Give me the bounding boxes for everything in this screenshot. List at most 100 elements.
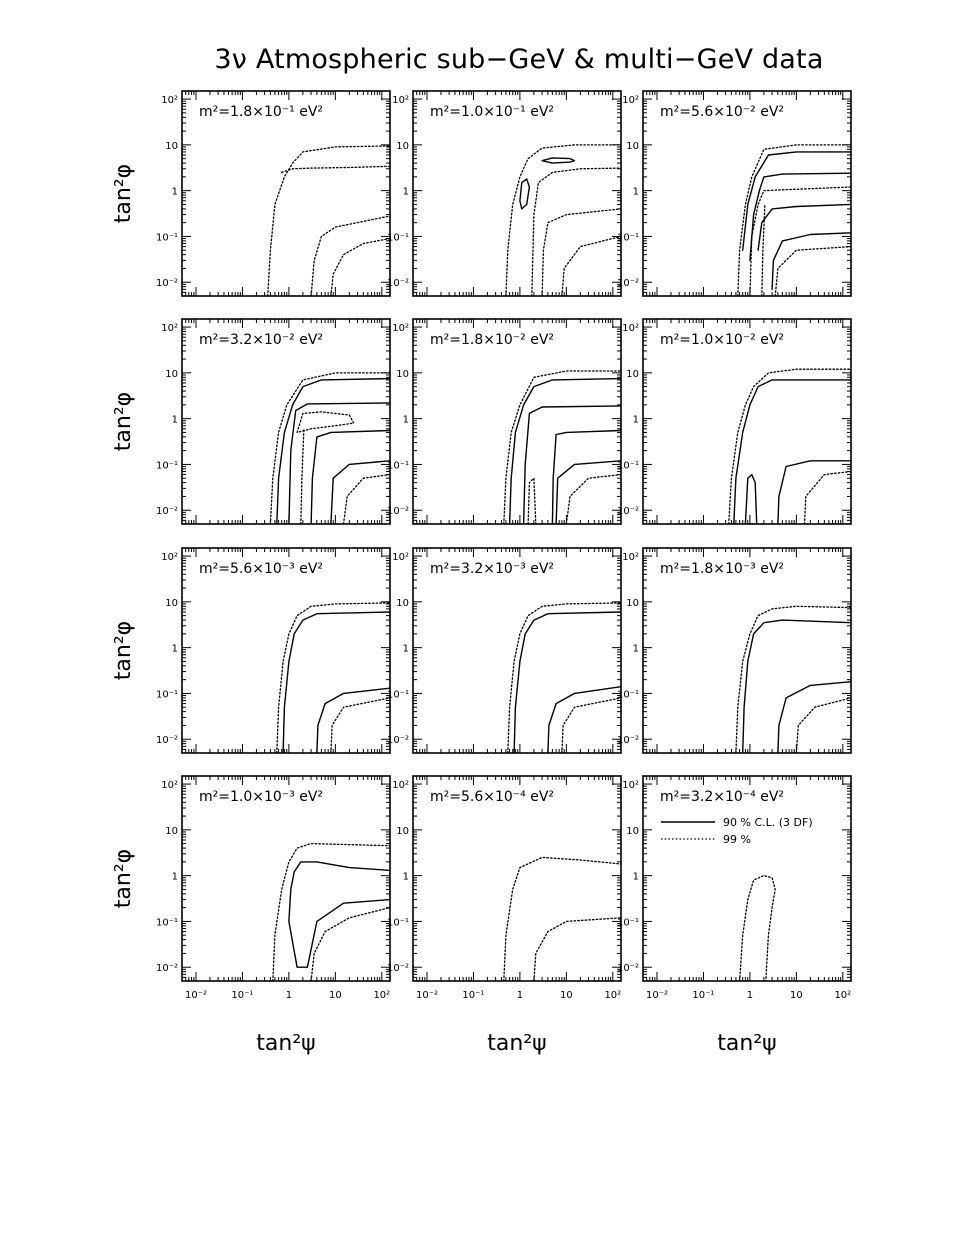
contour-90cl [508,377,621,524]
x-tick-label: 1 [517,990,523,1001]
x-tick-label: 10² [834,990,851,1001]
y-axis-title: tan²φ [111,849,136,908]
y-tick-label: 10⁻¹ [387,232,409,243]
contour-99cl [803,470,851,524]
x-tick-label: 10 [329,990,342,1001]
contour-99cl [503,856,621,981]
y-tick-label: 10⁻² [387,506,409,517]
x-tick-label: 10⁻¹ [231,990,253,1001]
y-tick-label: 10⁻¹ [156,460,178,471]
contour-90cl [733,379,851,524]
y-tick-label: 1 [172,415,178,426]
contour-99cl [310,215,390,296]
panel-mass-label: m²=1.8×10⁻² eV² [430,332,554,348]
y-tick-label: 1 [172,187,178,198]
contour-99cl [330,697,390,753]
panel: 10² 10 1 10⁻¹ 10⁻² m²=5.6×10⁻² eV² [617,90,852,297]
y-tick-label: 10 [396,141,409,152]
contour-99cl [565,473,621,524]
contours [267,145,390,296]
panel-frame [642,775,852,982]
contours [276,602,390,753]
panel-frame [412,318,622,525]
y-tick-label: 10² [392,95,409,106]
contours [505,144,621,296]
y-tick-label: 10⁻¹ [387,689,409,700]
contour-99cl [561,235,621,296]
tick-marks [642,91,851,297]
tick-marks [181,548,390,754]
y-tick-label: 10² [392,323,409,334]
panel-mass-label: m²=5.6×10⁻⁴ eV² [430,789,554,805]
legend: 90 % C.L. (3 DF) 99 % [661,816,813,846]
panel: 10² 10 1 10⁻¹ 10⁻² m²=3.2×10⁻² eV² [156,318,391,525]
contour-99cl [330,237,390,296]
legend-entry-label: 90 % C.L. (3 DF) [723,816,813,829]
y-tick-label: 10⁻¹ [617,460,639,471]
panel: 10² 10 1 10⁻¹ 10⁻² m²=1.8×10⁻² eV² [387,318,622,525]
panel-mass-label: m²=1.0×10⁻³ eV² [199,789,323,805]
panel-frame [181,547,391,754]
tick-marks [412,91,621,297]
contour-99cl [503,370,621,524]
contour-90cl [742,619,851,753]
x-tick-label: 10 [560,990,573,1001]
y-tick-label: 10⁻² [387,963,409,974]
y-tick-label: 1 [403,415,409,426]
panel: 10² 10 1 10⁻¹ 10⁻² 10⁻² 10⁻¹ 1 10 10² m²=1.0×10⁻³ … [156,775,391,1001]
contour-99cl [738,874,776,981]
contour-90cl [310,429,390,524]
contour-90cl [742,151,851,251]
tick-marks [181,91,390,297]
contour-90cl [288,861,390,968]
panel: 10² 10 1 10⁻¹ 10⁻² m²=5.6×10⁻³ eV² [156,547,391,754]
contour-99cl [296,411,355,434]
y-tick-label: 10² [622,552,639,563]
panel-frame [412,775,622,982]
x-tick-label: 10⁻¹ [462,990,484,1001]
y-tick-label: 1 [403,872,409,883]
x-tick-label: 10² [604,990,621,1001]
y-tick-label: 10 [626,141,639,152]
contour-99cl [774,245,851,296]
y-axis-title: tan²φ [111,164,136,223]
contour-99cl [269,372,390,524]
contour-99cl [531,167,621,296]
contour-90cl [555,460,621,524]
panel-mass-label: m²=1.8×10⁻¹ eV² [199,104,323,120]
contour-90cl [522,405,621,524]
contour-99cl [272,842,390,981]
x-tick-label: 1 [286,990,292,1001]
contour-99cl [533,917,621,981]
y-tick-label: 10² [161,780,178,791]
contour-99cl [561,697,621,753]
contour-90cl [513,611,621,753]
y-tick-label: 10² [392,552,409,563]
contour-99cl [342,473,390,524]
contour-99cl [761,203,766,296]
y-tick-label: 1 [633,644,639,655]
panel-frame [181,318,391,525]
tick-marks [181,319,390,525]
y-tick-label: 1 [403,644,409,655]
y-tick-label: 1 [633,872,639,883]
contour-99cl [728,368,851,524]
y-tick-label: 10² [392,780,409,791]
x-tick-label: 10⁻² [416,990,438,1001]
y-tick-label: 1 [172,644,178,655]
y-tick-label: 10⁻¹ [156,232,178,243]
y-tick-label: 10⁻¹ [617,917,639,928]
contours [503,370,621,524]
x-tick-label: 10² [373,990,390,1001]
y-tick-label: 10⁻² [156,506,178,517]
y-tick-label: 10 [165,598,178,609]
contour-99cl [310,906,390,981]
y-tick-label: 10⁻² [617,278,639,289]
contour-90cl [749,172,851,262]
contour-90cl [316,687,390,753]
y-tick-label: 10⁻² [156,735,178,746]
y-tick-label: 10⁻² [156,963,178,974]
tick-marks [412,548,621,754]
x-tick-label: 10⁻² [646,990,668,1001]
